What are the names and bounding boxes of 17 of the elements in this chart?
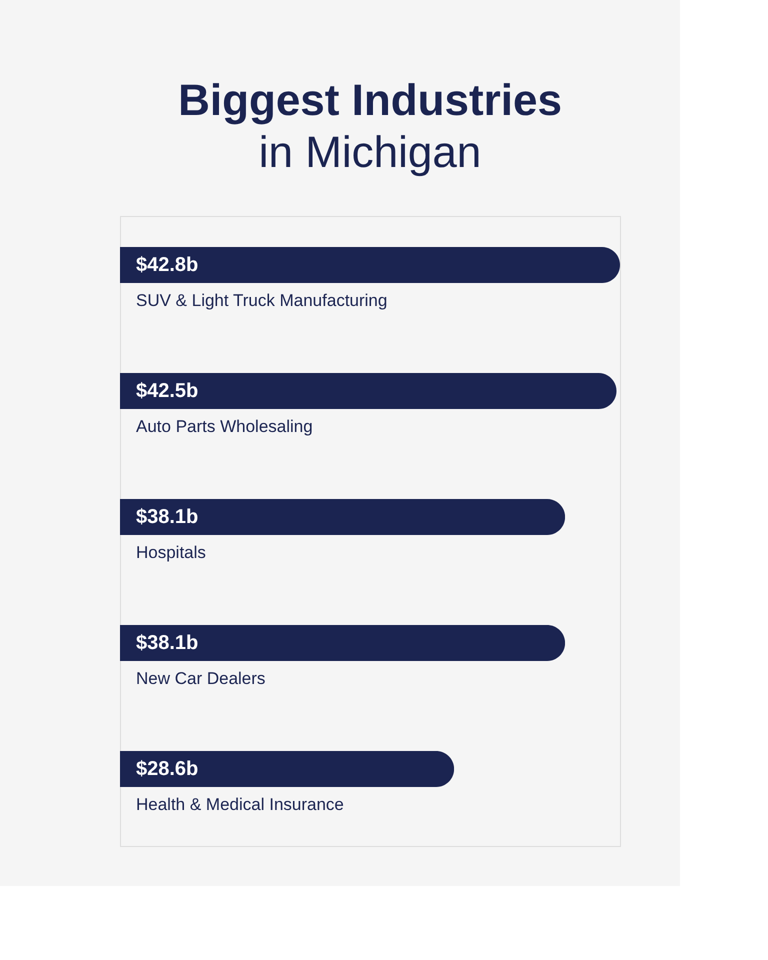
y-tick-label: New Car Dealers	[136, 669, 266, 688]
bar	[120, 625, 566, 661]
data-label: $42.5b	[136, 380, 198, 402]
bar	[120, 499, 566, 535]
bar	[120, 373, 616, 409]
data-label: $28.6b	[136, 758, 198, 780]
data-label: $42.8b	[136, 254, 198, 276]
y-tick-label: Health & Medical Insurance	[136, 795, 344, 814]
bar	[120, 247, 620, 283]
bar	[120, 751, 454, 787]
chart-title: Biggest Industries	[178, 76, 562, 125]
data-label: $38.1b	[136, 632, 198, 654]
chart-subtitle: in Michigan	[258, 128, 482, 177]
y-tick-label: SUV & Light Truck Manufacturing	[136, 291, 388, 310]
data-label: $38.1b	[136, 506, 198, 528]
y-tick-label: Hospitals	[136, 543, 206, 562]
y-tick-label: Auto Parts Wholesaling	[136, 417, 313, 436]
